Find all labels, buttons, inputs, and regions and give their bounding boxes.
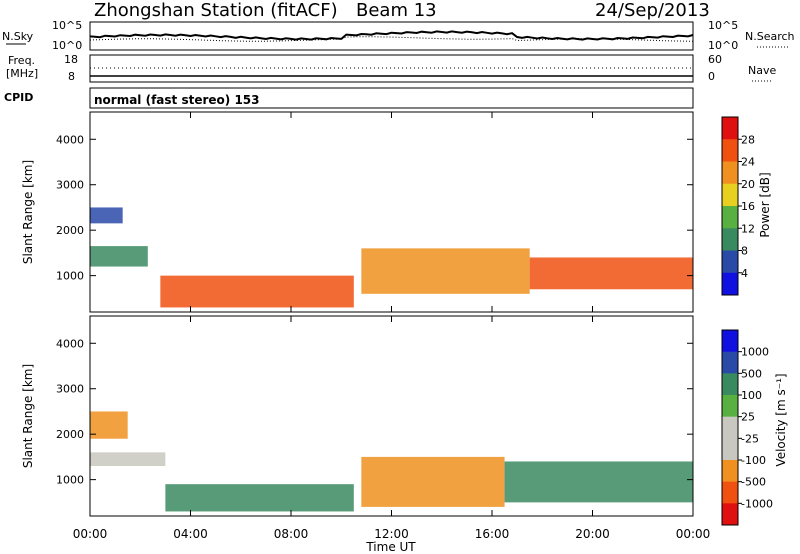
nave-label: Nave xyxy=(748,64,776,77)
velocity-x-axis: 00:00 04:00 08:00 12:00 16:00 20:00 00:00 xyxy=(73,316,711,541)
colorbar-tick-label: 500 xyxy=(741,367,762,380)
colorbar-tick-label: -100 xyxy=(741,454,766,467)
range-band-2 xyxy=(165,484,354,512)
y-tick-label: 1000 xyxy=(56,474,84,487)
freq-right-tick-top: 60 xyxy=(708,53,722,66)
range-band-2 xyxy=(160,275,354,308)
velocity-colorbar-label: Velocity [m s⁻¹] xyxy=(774,373,788,466)
noise-sky-line xyxy=(89,30,694,41)
y-tick-label: 2000 xyxy=(56,428,84,441)
colorbar-swatch xyxy=(722,395,738,418)
freq-left-tick-bottom: 8 xyxy=(68,70,75,83)
colorbar-swatch xyxy=(722,161,738,185)
colorbar-swatch xyxy=(722,139,738,162)
cpid-label: CPID xyxy=(4,91,33,104)
x-tick-label: 20:00 xyxy=(575,527,610,541)
beam-title: Beam 13 xyxy=(356,0,437,21)
power-y-axis: 1000 2000 3000 4000 xyxy=(56,133,693,283)
colorbar-tick-label: 25 xyxy=(741,411,755,424)
colorbar-tick-label: 16 xyxy=(741,200,755,213)
noise-right-tick-top: 10^5 xyxy=(708,19,738,32)
freq-right-tick-bottom: 0 xyxy=(708,70,715,83)
power-colorbar: 4 8 12 16 20 24 28 Power [dB] xyxy=(721,116,772,296)
y-tick-label: 4000 xyxy=(56,133,84,146)
colorbar-swatch xyxy=(722,183,738,207)
colorbar-swatch xyxy=(722,481,738,504)
colorbar-tick-label: 8 xyxy=(741,245,748,258)
range-band-1 xyxy=(90,452,166,466)
noise-panel: N.Sky 10^5 10^0 10^5 10^0 N.Search xyxy=(2,19,795,52)
x-tick-label: 08:00 xyxy=(274,527,309,541)
colorbar-swatch xyxy=(722,250,738,274)
colorbar-tick-label: 4 xyxy=(741,267,748,280)
colorbar-tick-label: 20 xyxy=(741,178,755,191)
power-bands xyxy=(90,207,693,308)
freq-panel: Freq. [MHz] 18 8 60 0 Nave xyxy=(6,53,776,83)
power-panel: 1000 2000 3000 4000 Slant Range [km] xyxy=(21,111,694,313)
noise-search-label: N.Search xyxy=(745,30,795,43)
freq-left-tick-top: 18 xyxy=(64,53,78,66)
range-band-0 xyxy=(90,411,128,439)
colorbar-swatch xyxy=(722,330,738,353)
colorbar-swatch xyxy=(722,117,738,140)
y-tick-label: 2000 xyxy=(56,224,84,237)
colorbar-tick-label: -500 xyxy=(741,476,766,489)
range-band-4 xyxy=(504,461,693,503)
y-tick-label: 4000 xyxy=(56,337,84,350)
x-tick-label: 16:00 xyxy=(475,527,510,541)
colorbar-swatch xyxy=(722,351,738,374)
colorbar-tick-label: -25 xyxy=(741,432,759,445)
colorbar-tick-label: 24 xyxy=(741,156,755,169)
cpid-text: normal (fast stereo) 153 xyxy=(94,93,260,107)
velocity-panel: 1000 2000 3000 4000 00:00 04:00 08:00 12:00 16:… xyxy=(21,315,711,554)
cpid-panel: CPID normal (fast stereo) 153 xyxy=(4,87,694,109)
range-band-3 xyxy=(361,456,505,507)
y-tick-label: 1000 xyxy=(56,270,84,283)
colorbar-swatch xyxy=(722,460,738,483)
x-tick-label: 04:00 xyxy=(173,527,208,541)
range-band-1 xyxy=(90,246,148,267)
noise-right-tick-bottom: 10^0 xyxy=(708,39,738,52)
colorbar-swatch xyxy=(722,206,738,229)
x-tick-label: 12:00 xyxy=(374,527,409,541)
colorbar-tick-label: 12 xyxy=(741,222,755,235)
colorbar-swatch xyxy=(722,503,738,526)
velocity-y-axis: 1000 2000 3000 4000 xyxy=(56,337,693,487)
station-title: Zhongshan Station (fitACF) xyxy=(94,0,338,21)
y-tick-label: 3000 xyxy=(56,179,84,192)
power-x-ticks xyxy=(89,112,694,312)
velocity-ylabel: Slant Range [km] xyxy=(21,364,35,468)
colorbar-swatch xyxy=(722,272,738,296)
noise-left-tick-bottom: 10^0 xyxy=(52,39,82,52)
date-title: 24/Sep/2013 xyxy=(595,0,710,21)
colorbar-tick-label: 1000 xyxy=(741,346,769,359)
x-tick-label: 00:00 xyxy=(676,527,711,541)
colorbar-swatch xyxy=(722,416,738,439)
colorbar-swatch xyxy=(722,373,738,396)
freq-label-line1: Freq. xyxy=(8,54,35,67)
colorbar-swatch xyxy=(722,438,738,461)
power-colorbar-label: Power [dB] xyxy=(758,172,772,237)
noise-left-tick-top: 10^5 xyxy=(52,19,82,32)
range-band-4 xyxy=(529,257,693,290)
range-band-0 xyxy=(90,207,123,224)
colorbar-swatch xyxy=(722,228,738,251)
time-ut-label: Time UT xyxy=(365,540,416,554)
velocity-bands xyxy=(90,411,693,512)
noise-sky-label: N.Sky xyxy=(2,30,34,43)
y-tick-label: 3000 xyxy=(56,383,84,396)
colorbar-tick-label: 100 xyxy=(741,389,762,402)
range-band-3 xyxy=(361,248,530,294)
power-ylabel: Slant Range [km] xyxy=(21,160,35,264)
colorbar-tick-label: -1000 xyxy=(741,497,773,510)
freq-label-line2: [MHz] xyxy=(6,67,38,80)
x-tick-label: 00:00 xyxy=(73,527,108,541)
colorbar-tick-label: 28 xyxy=(741,133,755,146)
velocity-colorbar: 1000 500 100 25 -25 -100 -500 -1000 Velocity [m… xyxy=(721,329,788,526)
